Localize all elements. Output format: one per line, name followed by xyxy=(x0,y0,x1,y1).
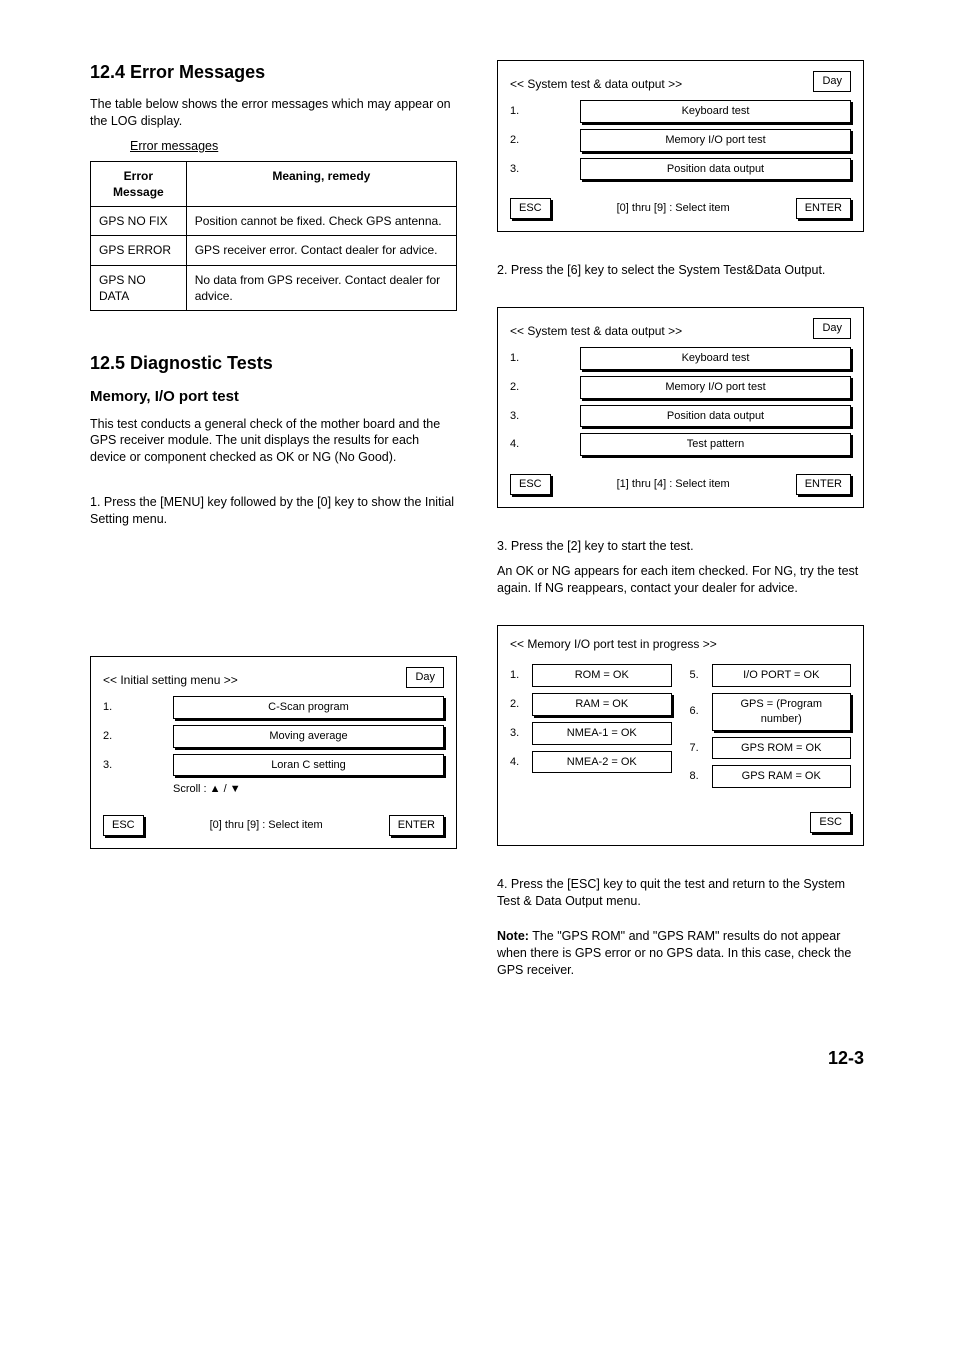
menu-item[interactable]: 3. Position data output xyxy=(510,158,851,181)
menu-item[interactable]: 3. Loran C setting xyxy=(103,754,444,777)
step-2: 2. Press the [6] key to select the Syste… xyxy=(497,262,864,279)
system-test-menu-1: << System test & data output >> Day 1. K… xyxy=(497,60,864,232)
result-item: 4. NMEA-2 = OK xyxy=(510,751,672,774)
menu-title: << System test & data output >> xyxy=(510,323,813,339)
menu-item[interactable]: 1. Keyboard test xyxy=(510,347,851,370)
esc-button[interactable]: ESC xyxy=(103,815,144,836)
enter-button[interactable]: ENTER xyxy=(389,815,444,836)
note: Note: The "GPS ROM" and "GPS RAM" result… xyxy=(497,928,864,979)
day-badge: Day xyxy=(813,71,851,92)
section-heading-12-5: 12.5 Diagnostic Tests xyxy=(90,351,457,375)
select-hint: [0] thru [9] : Select item xyxy=(617,201,730,216)
enter-button[interactable]: ENTER xyxy=(796,474,851,495)
menu-item[interactable]: 3. Position data output xyxy=(510,405,851,428)
step-1: 1. Press the [MENU] key followed by the … xyxy=(90,494,457,528)
table-row: GPS NO DATA No data from GPS receiver. C… xyxy=(91,265,457,310)
note-text: The "GPS ROM" and "GPS RAM" results do n… xyxy=(497,929,851,977)
enter-button[interactable]: ENTER xyxy=(796,198,851,219)
menu-item[interactable]: 2. Memory I/O port test xyxy=(510,129,851,152)
menu-title: << Initial setting menu >> xyxy=(103,672,406,688)
run-title: << Memory I/O port test in progress >> xyxy=(510,636,851,652)
table-title: Error messages xyxy=(130,138,457,155)
section-12-4-para: The table below shows the error messages… xyxy=(90,96,457,130)
table-row: GPS NO FIX Position cannot be fixed. Che… xyxy=(91,207,457,236)
initial-setting-menu: << Initial setting menu >> Day 1. C-Scan… xyxy=(90,656,457,849)
menu-item[interactable]: 4. Test pattern xyxy=(510,433,851,456)
section-12-5-para: This test conducts a general check of th… xyxy=(90,416,457,467)
table-row: GPS ERROR GPS receiver error. Contact de… xyxy=(91,236,457,265)
step-4: 4. Press the [ESC] key to quit the test … xyxy=(497,876,864,910)
col-remedy: Meaning, remedy xyxy=(186,161,456,206)
esc-button[interactable]: ESC xyxy=(810,812,851,833)
result-item: 6. GPS = (Program number) xyxy=(690,693,852,731)
menu-item[interactable]: 1. Keyboard test xyxy=(510,100,851,123)
section-12-5-sub: Memory, I/O port test xyxy=(90,387,457,407)
system-test-menu-2: << System test & data output >> Day 1. K… xyxy=(497,307,864,508)
result-item: 5. I/O PORT = OK xyxy=(690,664,852,687)
result-item: 2. RAM = OK xyxy=(510,693,672,716)
step-3-post: An OK or NG appears for each item checke… xyxy=(497,563,864,597)
page-number: 12-3 xyxy=(90,1046,864,1070)
menu-item[interactable]: 2. Moving average xyxy=(103,725,444,748)
select-hint: [0] thru [9] : Select item xyxy=(210,818,323,833)
day-badge: Day xyxy=(813,318,851,339)
result-item: 1. ROM = OK xyxy=(510,664,672,687)
error-messages-table: Error Message Meaning, remedy GPS NO FIX… xyxy=(90,161,457,311)
result-item: 7. GPS ROM = OK xyxy=(690,737,852,760)
memory-io-test-results: << Memory I/O port test in progress >> 1… xyxy=(497,625,864,846)
esc-button[interactable]: ESC xyxy=(510,198,551,219)
menu-title: << System test & data output >> xyxy=(510,76,813,92)
esc-button[interactable]: ESC xyxy=(510,474,551,495)
step-3-pre: 3. Press the [2] key to start the test. xyxy=(497,538,864,555)
select-hint: [1] thru [4] : Select item xyxy=(617,477,730,492)
result-item: 3. NMEA-1 = OK xyxy=(510,722,672,745)
day-badge: Day xyxy=(406,667,444,688)
scroll-hint: Scroll : ▲ / ▼ xyxy=(173,782,444,797)
result-item: 8. GPS RAM = OK xyxy=(690,765,852,788)
col-error: Error Message xyxy=(91,161,187,206)
note-label: Note: xyxy=(497,929,529,943)
menu-item[interactable]: 1. C-Scan program xyxy=(103,696,444,719)
section-heading-12-4: 12.4 Error Messages xyxy=(90,60,457,84)
menu-item[interactable]: 2. Memory I/O port test xyxy=(510,376,851,399)
